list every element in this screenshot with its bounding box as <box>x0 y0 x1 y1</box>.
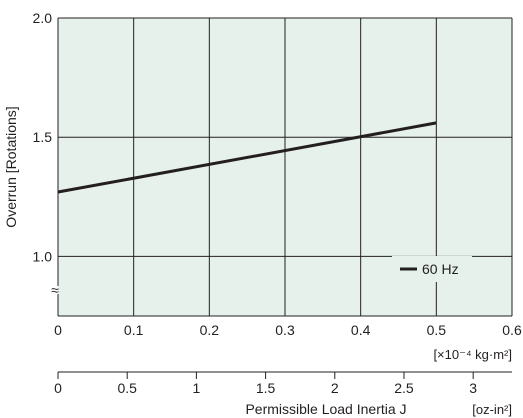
legend-label: 60 Hz <box>422 261 459 277</box>
x2-tick-label-4: 2 <box>331 380 339 396</box>
x-axis-unit-secondary: [oz-in²] <box>472 402 512 417</box>
y-tick-label-1: 1.5 <box>33 129 53 145</box>
x2-tick-label-2: 1 <box>192 380 200 396</box>
x2-tick-label-3: 1.5 <box>256 380 276 396</box>
x-tick-label-3: 0.3 <box>275 322 295 338</box>
y-tick-label-0: 1.0 <box>33 248 53 264</box>
y-tick-label-2: 2.0 <box>33 10 53 26</box>
x-axis-unit-primary: [×10⁻⁴ kg·m²] <box>433 347 512 362</box>
grid <box>57 17 513 317</box>
axis-break-symbol: ≈ <box>51 282 59 298</box>
series-lines <box>57 121 437 194</box>
y-axis-label: Overrun [Rotations] <box>3 106 19 227</box>
y-ticks: 1.0 1.5 2.0 <box>33 10 53 264</box>
x-tick-label-0: 0 <box>54 322 62 338</box>
x-axis-label: Permissible Load Inertia J <box>245 401 406 417</box>
x2-tick-label-0: 0 <box>54 380 62 396</box>
x-tick-label-1: 0.1 <box>124 322 144 338</box>
x-tick-label-2: 0.2 <box>200 322 220 338</box>
x-tick-label-5: 0.5 <box>427 322 447 338</box>
axis-break: ≈ <box>51 282 59 298</box>
series-line-0 <box>57 121 437 194</box>
x-tick-label-4: 0.4 <box>351 322 371 338</box>
x-axis-secondary: 0 0.5 1 1.5 2 2.5 3 <box>54 371 512 396</box>
x2-tick-label-5: 2.5 <box>394 380 414 396</box>
x-axis-primary: 0 0.1 0.2 0.3 0.4 0.5 0.6 <box>54 322 522 338</box>
x-tick-label-6: 0.6 <box>502 322 522 338</box>
legend: 60 Hz <box>392 256 472 282</box>
x2-tick-label-1: 0.5 <box>117 380 137 396</box>
x2-tick-label-6: 3 <box>469 380 477 396</box>
